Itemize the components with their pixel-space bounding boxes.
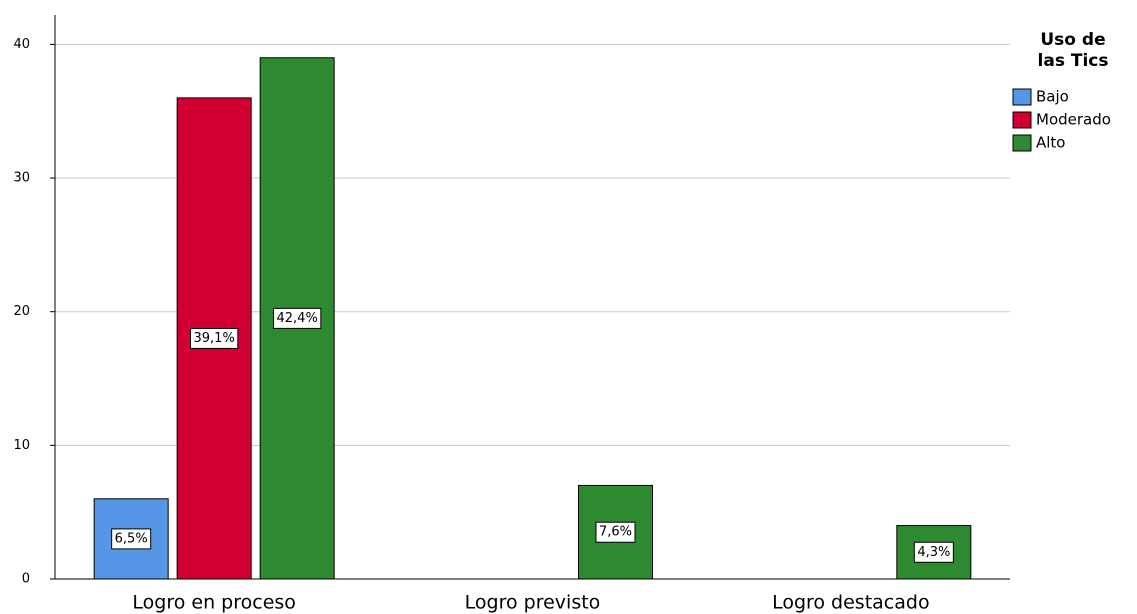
legend-label: Bajo	[1036, 88, 1069, 106]
y-tick-label: 40	[13, 37, 30, 52]
value-label-box	[595, 521, 636, 543]
legend-swatch	[1012, 111, 1032, 129]
legend-swatch	[1012, 88, 1032, 106]
value-label-box	[273, 307, 322, 329]
y-tick-label: 20	[13, 304, 30, 319]
y-tick-label: 30	[13, 171, 30, 186]
legend-label: Alto	[1036, 134, 1066, 152]
x-tick-label: Logro previsto	[465, 592, 601, 614]
legend-swatch	[1012, 134, 1032, 152]
value-label: 6,5%	[115, 531, 148, 546]
legend-label: Moderado	[1036, 111, 1111, 129]
legend-title: las Tics	[1038, 51, 1109, 71]
value-label: 7,6%	[599, 525, 632, 540]
x-tick-label: Logro destacado	[772, 592, 930, 614]
legend-title: Uso de	[1040, 30, 1105, 50]
value-label-box	[190, 327, 239, 349]
value-label-box	[913, 541, 954, 563]
y-tick-label: 10	[13, 438, 30, 453]
value-label: 39,1%	[194, 331, 235, 346]
value-label: 42,4%	[277, 311, 318, 326]
value-label: 4,3%	[917, 545, 950, 560]
y-tick-label: 0	[22, 572, 30, 587]
value-label-box	[111, 528, 152, 550]
x-tick-label: Logro en proceso	[132, 592, 296, 614]
